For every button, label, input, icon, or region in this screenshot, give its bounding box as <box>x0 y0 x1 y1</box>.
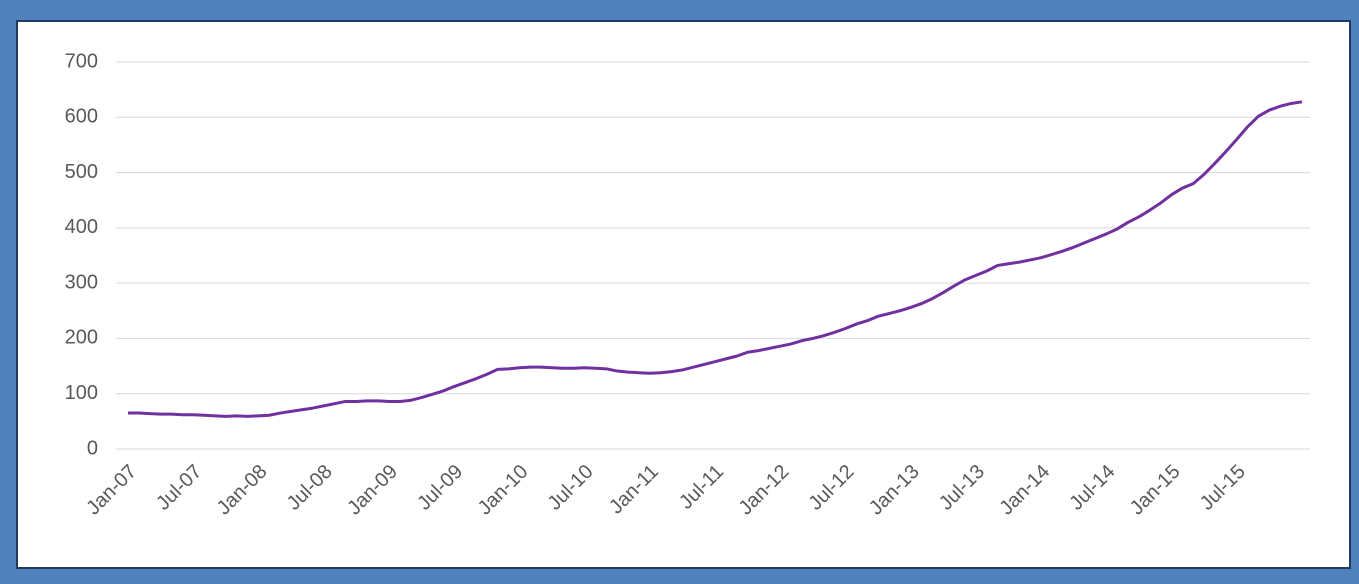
x-tick-label: Jan-07 <box>82 461 141 520</box>
x-tick-label: Jul-15 <box>1196 461 1250 515</box>
y-tick-label: 700 <box>65 50 98 72</box>
x-tick-label: Jul-09 <box>413 461 467 515</box>
chart: 0 100 200 300 400 500 600 700 Jan-07 Jul-07 Jan-08… <box>65 50 1310 520</box>
x-tick-label: Jan-13 <box>865 461 924 520</box>
x-tick-label: Jan-12 <box>735 461 794 520</box>
y-tick-label: 400 <box>65 216 98 238</box>
y-tick-label: 500 <box>65 161 98 183</box>
x-tick-label: Jan-09 <box>343 461 402 520</box>
x-tick-label: Jul-11 <box>675 461 728 514</box>
x-tick-label: Jan-08 <box>213 461 272 520</box>
y-tick-label: 300 <box>65 271 98 293</box>
x-tick-label: Jul-13 <box>935 461 989 515</box>
chart-frame: 0 100 200 300 400 500 600 700 Jan-07 Jul-07 Jan-08… <box>16 20 1351 569</box>
y-tick-label: 100 <box>65 382 98 404</box>
x-tick-label: Jan-11 <box>605 461 663 519</box>
y-tick-label: 0 <box>87 437 98 459</box>
x-tick-label: Jan-10 <box>474 461 533 520</box>
x-tick-label: Jul-08 <box>283 461 337 515</box>
x-tick-label: Jul-12 <box>805 461 859 515</box>
x-tick-label: Jan-14 <box>995 461 1054 520</box>
x-tick-label: Jul-10 <box>544 461 598 515</box>
x-tick-label: Jan-15 <box>1126 461 1185 520</box>
x-tick-label: Jul-14 <box>1065 461 1119 515</box>
y-tick-label: 200 <box>65 327 98 349</box>
x-tick-label: Jul-07 <box>152 461 206 515</box>
data-line <box>128 100 1303 418</box>
y-tick-label: 600 <box>65 106 98 128</box>
